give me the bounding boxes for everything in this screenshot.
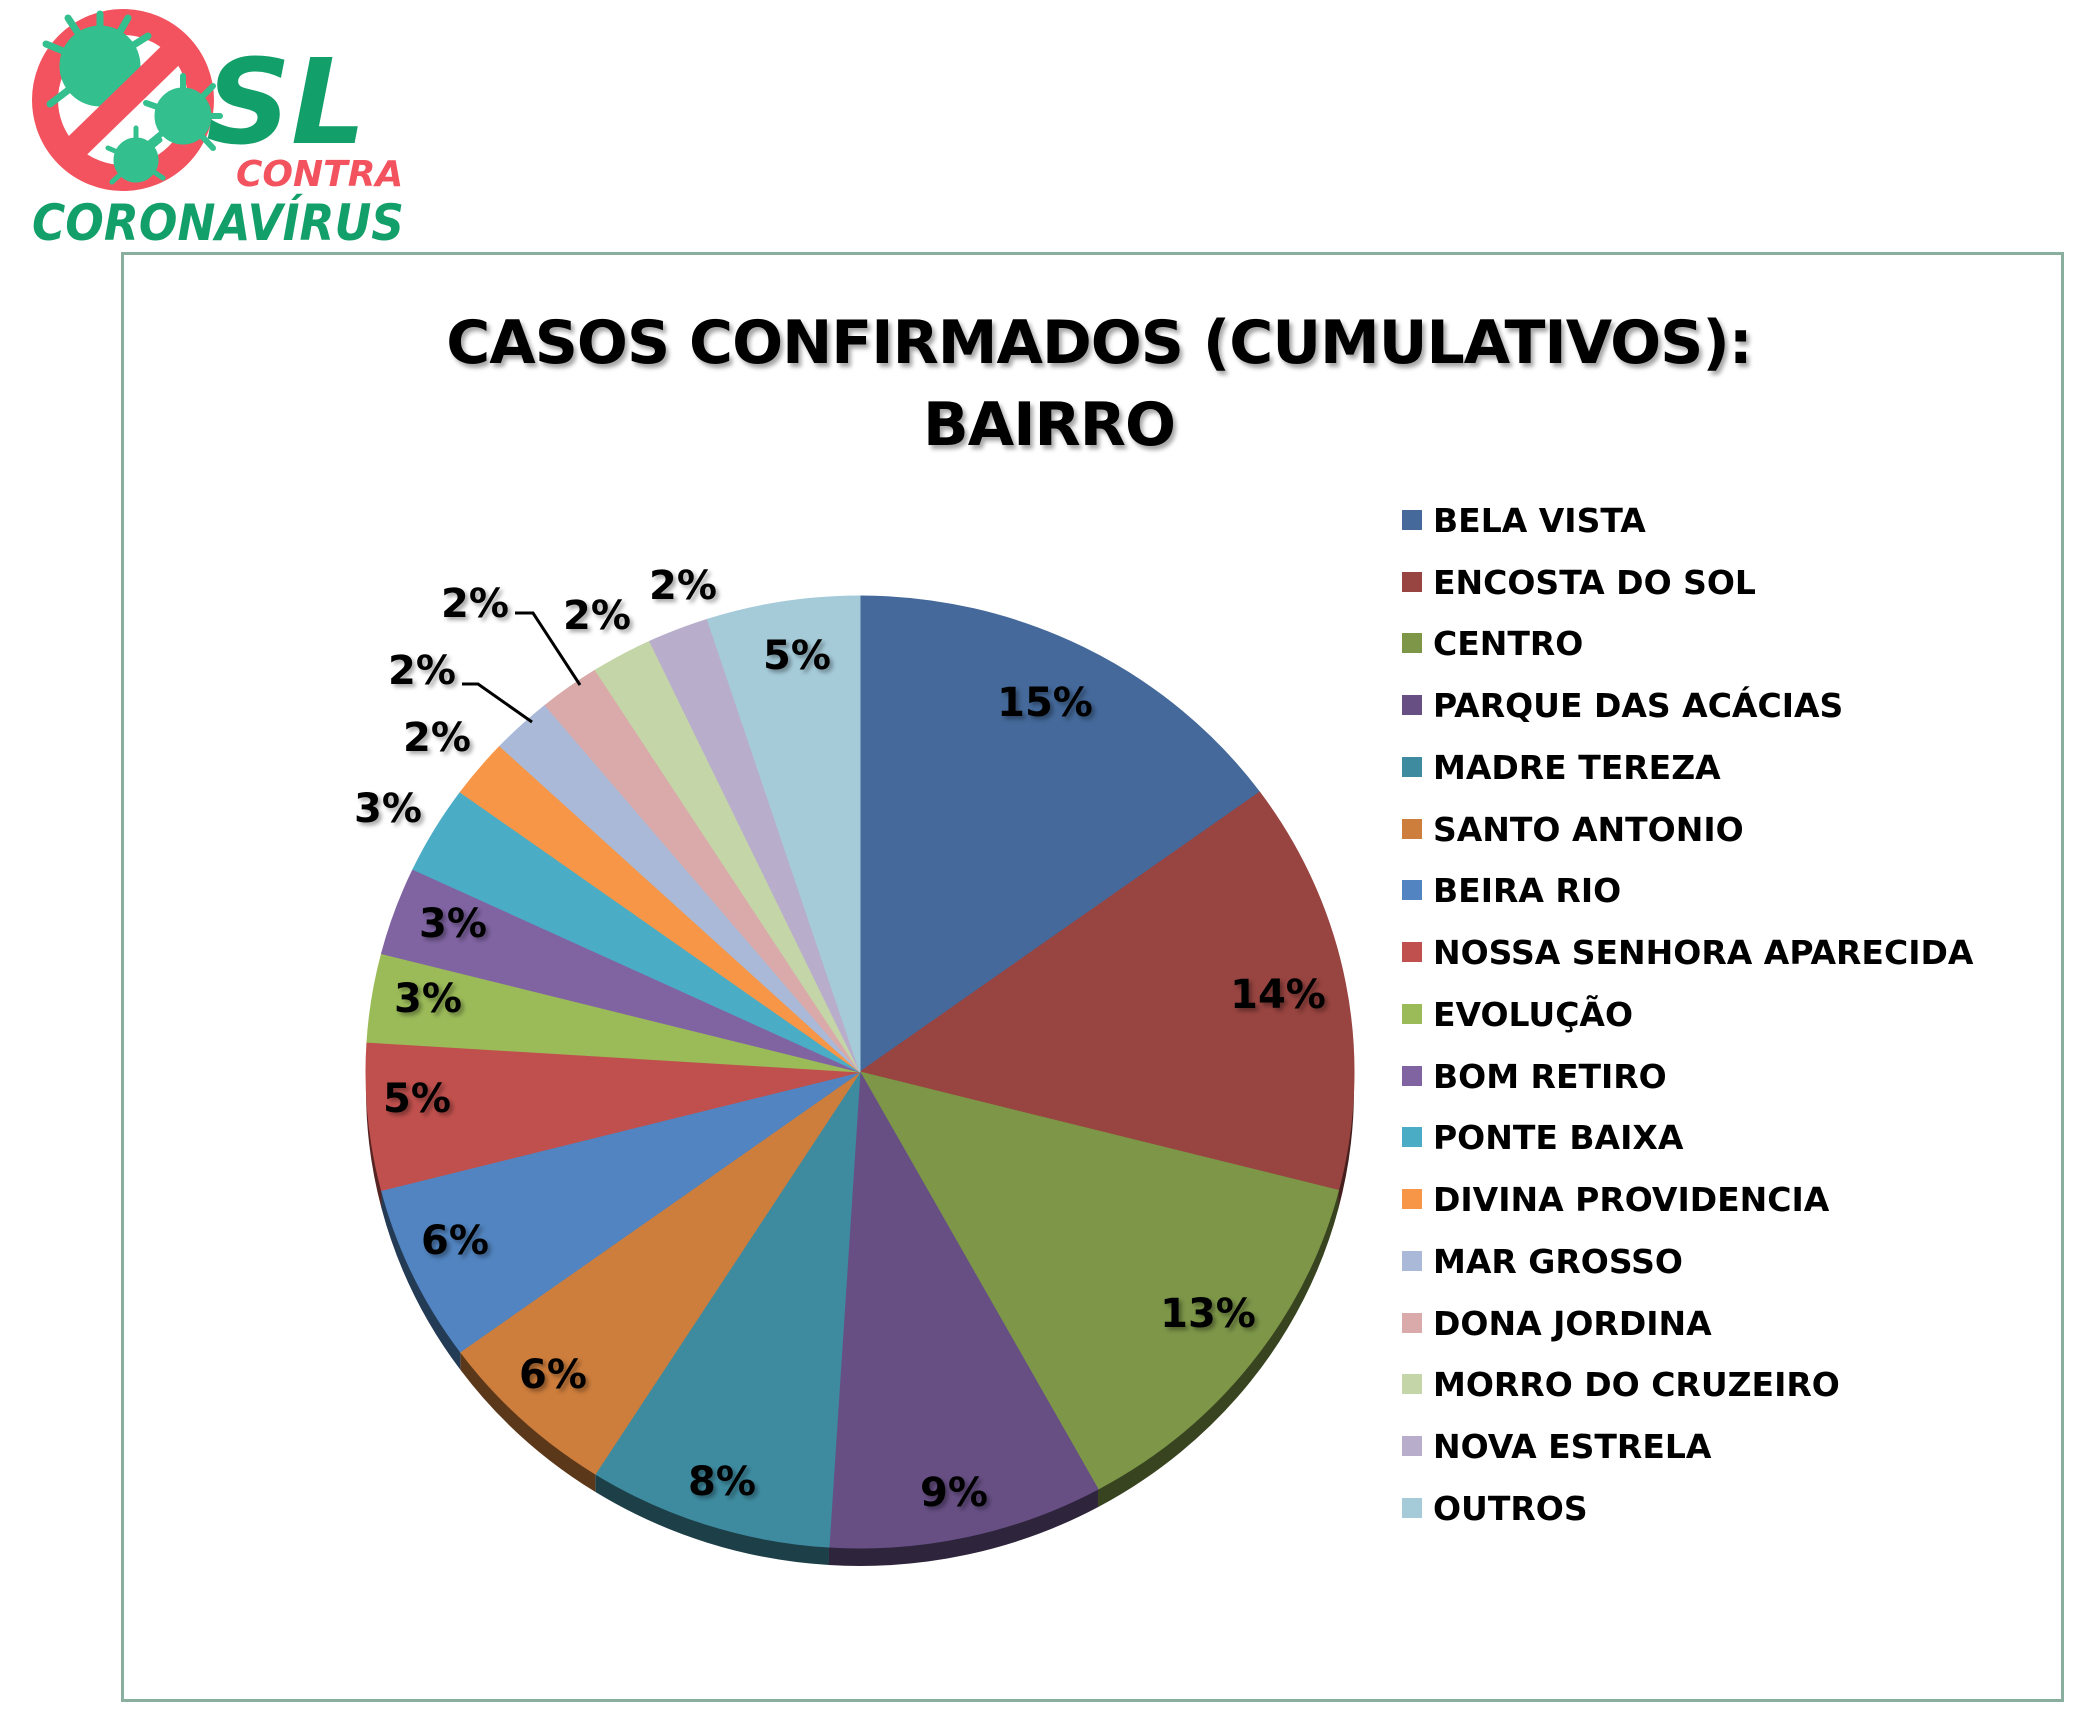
legend-swatch <box>1402 942 1422 962</box>
legend-label: EVOLUÇÃO <box>1433 994 1634 1034</box>
legend-item-dona-jordina: DONA JORDINA <box>1402 1303 1712 1343</box>
legend-swatch <box>1402 1127 1422 1147</box>
legend-item-bom-retiro: BOM RETIRO <box>1402 1056 1667 1096</box>
leader-line-mar-grosso <box>462 682 533 724</box>
legend-swatch <box>1402 1066 1422 1086</box>
legend-item-centro: CENTRO <box>1402 623 1583 663</box>
legend-item-santo-antonio: SANTO ANTONIO <box>1402 809 1744 849</box>
data-label-nova-estrela: 2% <box>649 563 717 609</box>
data-label-santo-antonio: 6% <box>519 1352 587 1398</box>
pie-slice-santo-antonio <box>459 1071 861 1475</box>
pie-slice-bela-vista <box>859 595 1261 1073</box>
legend-swatch <box>1402 880 1422 900</box>
legend-item-nova-estrela: NOVA ESTRELA <box>1402 1426 1711 1466</box>
chart-title-line-1: CASOS CONFIRMADOS (CUMULATIVOS): <box>446 308 1753 378</box>
legend-item-mar-grosso: MAR GROSSO <box>1402 1241 1683 1281</box>
pie-slice-encosta-do-sol <box>858 791 1355 1191</box>
legend-item-outros: OUTROS <box>1402 1488 1588 1528</box>
logo-sl-text: SL <box>206 33 366 171</box>
pie-slice-madre-tereza <box>594 1070 861 1548</box>
logo-coronavirus-text: CORONAVÍRUS <box>32 193 404 252</box>
legend-item-madre-tereza: MADRE TEREZA <box>1402 747 1721 787</box>
legend-swatch <box>1402 1189 1422 1209</box>
legend-label: ENCOSTA DO SOL <box>1433 562 1756 602</box>
legend-swatch <box>1402 819 1422 839</box>
legend-swatch <box>1402 1374 1422 1394</box>
legend-swatch <box>1402 1004 1422 1024</box>
legend-swatch <box>1402 572 1422 592</box>
pie-depth-segment <box>1338 1072 1354 1209</box>
legend-swatch <box>1402 1313 1422 1333</box>
legend-item-ponte-baixa: PONTE BAIXA <box>1402 1117 1683 1157</box>
legend-label: SANTO ANTONIO <box>1433 809 1744 849</box>
data-label-outros: 5% <box>763 633 831 679</box>
leader-lines <box>462 611 582 724</box>
pie-depth-segment <box>366 1072 382 1209</box>
legend-item-encosta-do-sol: ENCOSTA DO SOL <box>1402 562 1756 602</box>
data-label-nossa-senhora-aparecida: 5% <box>383 1076 451 1122</box>
data-label-bom-retiro: 3% <box>419 901 487 947</box>
pie-slice-beira-rio <box>380 1071 861 1353</box>
data-label-encosta-do-sol: 14% <box>1230 972 1326 1018</box>
legend-label: NOSSA SENHORA APARECIDA <box>1433 932 1974 972</box>
pie-depth-segment <box>460 1351 596 1492</box>
legend-label: MADRE TEREZA <box>1433 747 1721 787</box>
pie-depth-segment <box>595 1473 829 1566</box>
legend-label: BOM RETIRO <box>1433 1056 1667 1096</box>
legend-label: DONA JORDINA <box>1433 1303 1712 1343</box>
legend-swatch <box>1402 633 1422 653</box>
legend-label: PONTE BAIXA <box>1433 1117 1684 1157</box>
legend-item-bela-vista: BELA VISTA <box>1402 500 1646 540</box>
legend-label: MAR GROSSO <box>1433 1241 1683 1281</box>
legend-item-divina-providencia: DIVINA PROVIDENCIA <box>1402 1179 1829 1219</box>
legend-item-beira-rio: BEIRA RIO <box>1402 870 1621 910</box>
pie-slice-outros <box>706 595 861 1073</box>
legend-label: BEIRA RIO <box>1433 870 1622 910</box>
data-label-ponte-baixa: 3% <box>354 786 422 832</box>
legend-swatch <box>1402 1436 1422 1456</box>
legend-label: OUTROS <box>1433 1488 1588 1528</box>
data-label-divina-providencia: 2% <box>403 715 471 761</box>
pie-depth-segment <box>381 1190 461 1370</box>
pie-slice-centro <box>858 1071 1340 1490</box>
pie-slices <box>365 595 1355 1549</box>
legend-label: MORRO DO CRUZEIRO <box>1433 1364 1840 1404</box>
pie-slice-nossa-senhora-aparecida <box>365 1041 861 1191</box>
no-virus-icon: SL CONTRA CORONAVÍRUS <box>32 9 404 252</box>
data-label-mar-grosso: 2% <box>388 648 456 694</box>
data-label-bela-vista: 15% <box>997 680 1093 726</box>
legend-swatch <box>1402 510 1422 530</box>
legend-label: DIVINA PROVIDENCIA <box>1433 1179 1830 1219</box>
data-label-beira-rio: 6% <box>421 1218 489 1264</box>
logo-sl-contra-coronavirus: SL CONTRA CORONAVÍRUS <box>28 8 428 258</box>
legend-item-nossa-senhora-aparecida: NOSSA SENHORA APARECIDA <box>1402 932 1973 972</box>
legend-swatch <box>1402 757 1422 777</box>
logo-contra-text: CONTRA <box>236 154 403 195</box>
data-label-morro-do-cruzeiro: 2% <box>563 593 631 639</box>
legend-label: BELA VISTA <box>1433 500 1646 540</box>
legend-swatch <box>1402 1251 1422 1271</box>
data-label-dona-jordina: 2% <box>441 581 509 627</box>
data-label-madre-tereza: 8% <box>688 1459 756 1505</box>
legend-swatch <box>1402 695 1422 715</box>
legend-item-evolucao: EVOLUÇÃO <box>1402 994 1633 1034</box>
legend-swatch <box>1402 1498 1422 1518</box>
leader-line-dona-jordina <box>515 611 582 686</box>
data-labels: 15% 14% 13% 9% 8% 6% 6% 5% 3% 3% 3% 2% 2… <box>354 563 1326 1516</box>
legend-label: NOVA ESTRELA <box>1433 1426 1712 1466</box>
data-label-parque-das-acacias: 9% <box>920 1470 988 1516</box>
chart-title-line-2: BAIRRO <box>923 390 1176 460</box>
chart-frame <box>121 252 2064 1702</box>
legend-label: CENTRO <box>1433 623 1584 663</box>
pie-slice-parque-das-acacias <box>828 1070 1099 1549</box>
legend-item-morro-do-cruzeiro: MORRO DO CRUZEIRO <box>1402 1364 1840 1404</box>
data-label-centro: 13% <box>1160 1291 1256 1337</box>
legend-item-parque-das-acacias: PARQUE DAS ACÁCIAS <box>1402 685 1843 725</box>
legend-label: PARQUE DAS ACÁCIAS <box>1433 685 1844 725</box>
data-label-evolucao: 3% <box>394 976 462 1022</box>
